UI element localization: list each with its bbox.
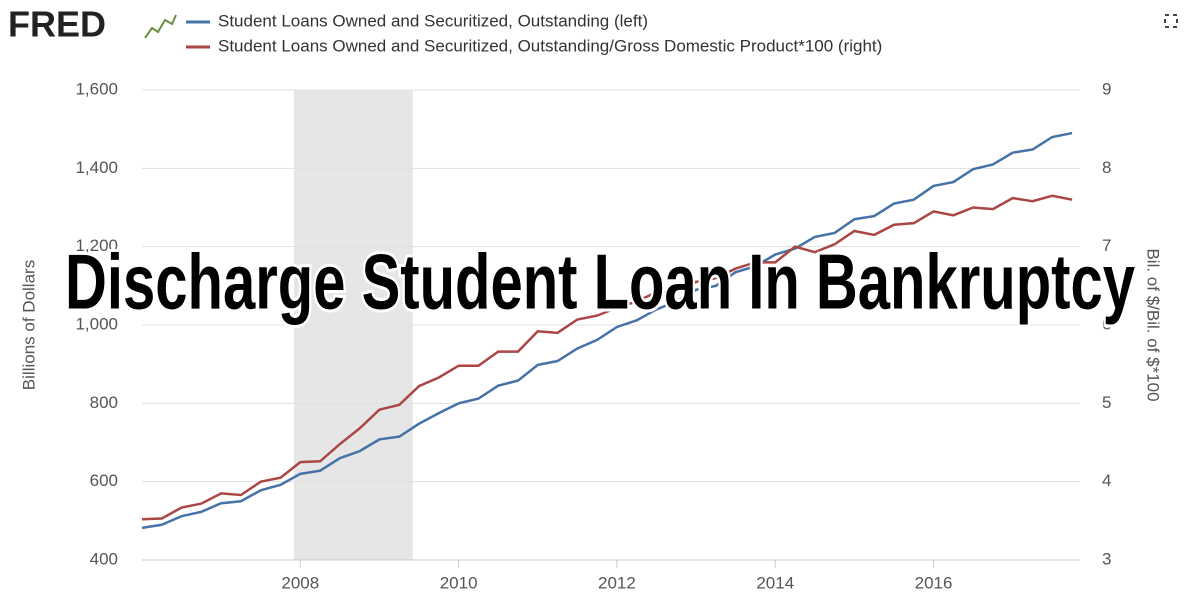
fullscreen-button[interactable] [1164,14,1178,28]
y2-tick-label: 5 [1102,393,1111,412]
logo-icon [144,14,177,39]
brand-logo: FRED [8,4,106,45]
y-tick-label: 1,000 [75,314,118,333]
y2-tick-label: 6 [1102,314,1111,333]
y2-tick-label: 8 [1102,158,1111,177]
y-tick-label: 600 [90,471,118,490]
x-tick-label: 2008 [281,573,319,592]
y2-tick-label: 7 [1102,236,1111,255]
y-tick-label: 400 [90,549,118,568]
y-tick-label: 1,200 [75,236,118,255]
series-line [141,194,1073,521]
y-tick-label: 1,400 [75,158,118,177]
y-tick-label: 1,600 [75,79,118,98]
y2-tick-label: 3 [1102,549,1111,568]
series-line [141,131,1073,530]
legend-label: Student Loans Owned and Securitized, Out… [218,11,648,30]
y-axis-label: Billions of Dollars [19,260,38,390]
y2-tick-label: 4 [1102,471,1111,490]
legend-label: Student Loans Owned and Securitized, Out… [218,36,882,55]
y2-axis-label: Bil. of $/Bil. of $*100 [1144,248,1163,401]
y-tick-label: 800 [90,393,118,412]
x-tick-label: 2010 [440,573,478,592]
x-tick-label: 2012 [598,573,636,592]
x-tick-label: 2014 [756,573,794,592]
y2-tick-label: 9 [1102,79,1111,98]
overlay-title: Discharge Student Loan In Bankruptcy [65,238,1135,326]
x-tick-label: 2016 [915,573,953,592]
